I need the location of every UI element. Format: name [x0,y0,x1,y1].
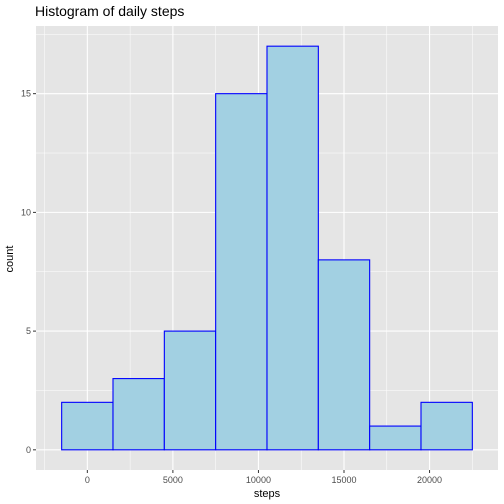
y-axis-title: count [4,246,16,273]
histogram-bar [61,401,114,451]
y-tick-label: 10 [21,207,31,217]
x-tick-label: 15000 [331,475,356,485]
histogram-bar [112,378,165,451]
histogram-bar [163,330,217,451]
y-tick-label: 0 [26,445,31,455]
y-tick-label: 5 [26,326,31,336]
x-axis: 0 5000 10000 15000 20000 [85,470,442,485]
y-tick-label: 15 [21,89,31,99]
histogram-bar [420,401,473,451]
x-tick-label: 0 [85,475,90,485]
y-axis: 0 5 10 15 [21,89,36,455]
histogram-bar [317,259,371,451]
x-axis-title: steps [254,488,281,500]
chart-title: Histogram of daily steps [35,3,184,19]
x-tick-label: 20000 [417,475,442,485]
histogram-bar [266,45,319,451]
histogram-bar [215,93,268,451]
bars [61,45,473,451]
x-tick-label: 10000 [246,475,271,485]
histogram-bar [369,425,422,451]
x-tick-label: 5000 [163,475,183,485]
